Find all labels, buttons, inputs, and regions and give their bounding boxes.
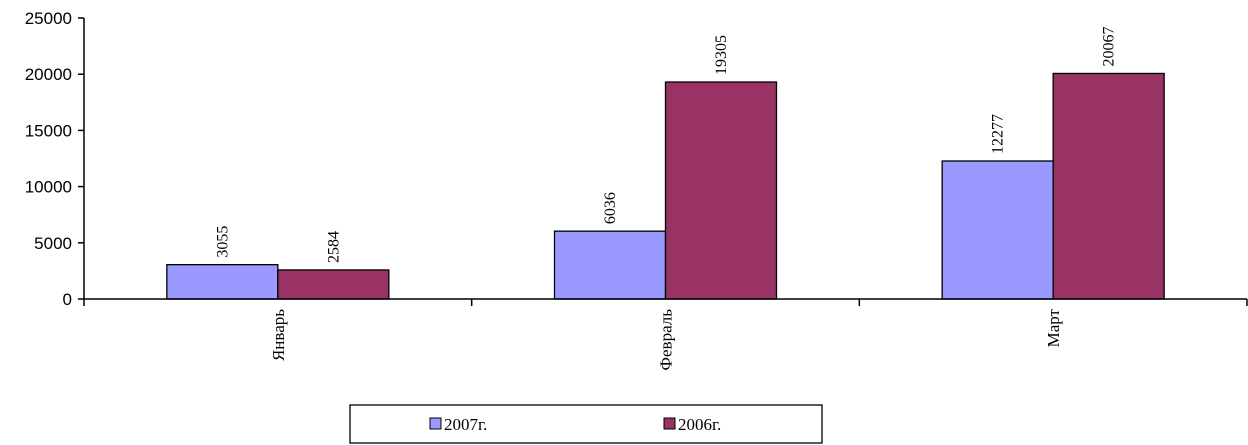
bar	[1052, 72, 1165, 300]
bar	[166, 264, 279, 300]
data-labels-layer: 3055 2584 6036 19305 12277 20067	[214, 26, 1117, 263]
bar	[941, 160, 1054, 300]
data-label: 2584	[325, 231, 342, 263]
data-label: 12277	[990, 114, 1007, 154]
bar	[277, 269, 390, 300]
y-tick-label: 5000	[34, 234, 72, 253]
y-ticks-layer: 0 5000 10000 15000 20000 25000	[25, 9, 84, 309]
y-tick-label: 0	[63, 290, 72, 309]
y-tick-label: 25000	[25, 9, 72, 28]
y-tick-label: 15000	[25, 121, 72, 140]
data-label: 20067	[1101, 26, 1118, 66]
y-tick-label: 10000	[25, 178, 72, 197]
x-ticks-layer: Январь Февраль Март	[83, 299, 1248, 371]
legend-label: 2007г.	[444, 415, 487, 434]
legend-label: 2006г.	[678, 415, 721, 434]
legend-box	[349, 404, 823, 444]
legend: 2007г. 2006г.	[349, 404, 823, 444]
bar	[664, 81, 778, 300]
data-label: 3055	[214, 226, 231, 258]
y-tick-label: 20000	[25, 65, 72, 84]
x-tick-label: Январь	[269, 309, 288, 361]
legend-swatch	[429, 417, 442, 430]
data-label: 19305	[713, 35, 730, 75]
x-tick-label: Март	[1044, 308, 1063, 347]
data-label: 6036	[602, 192, 619, 224]
x-tick-label: Февраль	[657, 309, 676, 371]
legend-swatch	[663, 417, 676, 430]
bars-layer	[166, 72, 1165, 300]
bar	[553, 230, 667, 300]
